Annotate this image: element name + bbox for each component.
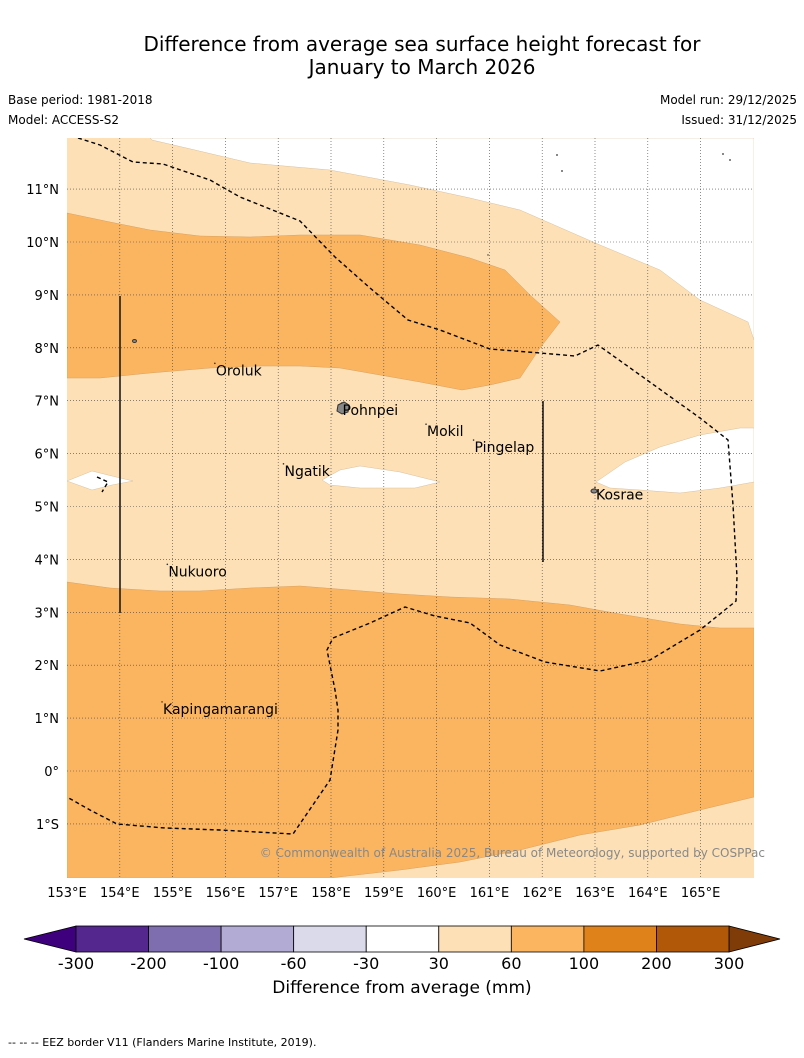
- place-label-kosrae: Kosrae: [596, 488, 643, 504]
- colorbar-extend-low: [23, 925, 77, 953]
- lat-tick-label: 8°N: [35, 342, 60, 357]
- place-marker: [472, 439, 475, 441]
- atoll-1: [556, 154, 558, 156]
- lat-tick-label: 4°N: [35, 553, 60, 568]
- neutral-region-northeast: [149, 138, 754, 341]
- place-label-mokil: Mokil: [427, 424, 464, 440]
- lon-tick-label: 163°E: [575, 886, 615, 901]
- islands: [132, 153, 731, 494]
- colorbar-segment: [583, 925, 657, 953]
- lon-tick-label: 162°E: [522, 886, 562, 901]
- kosrae-island: [590, 488, 598, 494]
- place-label-oroluk: Oroluk: [216, 363, 263, 379]
- issued-date: Issued: 31/12/2025: [681, 113, 797, 127]
- colorbar-segment: [656, 925, 730, 953]
- lon-tick-label: 154°E: [100, 886, 140, 901]
- map-title: Difference from average sea surface heig…: [0, 33, 804, 79]
- place-label-ngatik: Ngatik: [284, 464, 330, 480]
- neutral-patch-central: [321, 465, 441, 489]
- atoll-5: [487, 254, 489, 256]
- place-marker: [425, 423, 427, 425]
- atoll-3: [722, 153, 724, 155]
- model-name: Model: ACCESS-S2: [8, 113, 120, 127]
- lon-tick-label: 165°E: [681, 886, 721, 901]
- colorbar-segment: [75, 925, 149, 953]
- eez-border-lines: [67, 138, 738, 835]
- colorbar-tick-label: -30: [353, 954, 379, 973]
- place-labels: Oroluk Pohnpei Mokil Pingelap Ngatik Kosrae Nu…: [161, 362, 643, 718]
- lon-tick-label: 156°E: [206, 886, 246, 901]
- lat-tick-label: 9°N: [35, 289, 60, 304]
- place-marker: [282, 463, 285, 465]
- place-marker: [340, 402, 343, 404]
- title-line-2: January to March 2026: [308, 55, 536, 79]
- place-label-kapingamarangi: Kapingamarangi: [163, 702, 278, 718]
- base-period: Base period: 1981-2018: [8, 93, 153, 107]
- model-run: Model run: 29/12/2025: [659, 93, 797, 107]
- lat-tick-label: 11°N: [26, 183, 59, 198]
- lon-tick-label: 161°E: [470, 886, 510, 901]
- lat-tick-label: 3°N: [35, 606, 60, 621]
- lat-tick-label: 2°N: [35, 659, 60, 674]
- colorbar-segment: [293, 925, 367, 953]
- colorbar-tick-label: 60: [501, 954, 521, 973]
- atoll-2: [561, 170, 563, 172]
- lon-tick-label: 164°E: [628, 886, 668, 901]
- colorbar-tick-label: -100: [203, 954, 239, 973]
- pohnpei-island: [336, 401, 350, 415]
- lon-tick-label: 159°E: [364, 886, 404, 901]
- place-label-pohnpei: Pohnpei: [343, 403, 399, 419]
- lon-tick-label: 153°E: [47, 886, 87, 901]
- copyright-notice: © Commonwealth of Australia 2025, Bureau…: [260, 846, 765, 860]
- place-marker: [161, 701, 163, 703]
- island-west: [132, 339, 137, 343]
- lat-tick-label: 0°: [44, 765, 59, 780]
- atoll-4: [729, 159, 731, 161]
- place-marker: [214, 362, 216, 365]
- lon-tick-label: 158°E: [311, 886, 351, 901]
- neutral-patch-west: [67, 470, 134, 491]
- colorbar-segment: [148, 925, 222, 953]
- colorbar-tick-label: 200: [641, 954, 672, 973]
- lat-tick-label: 1°N: [35, 712, 60, 727]
- lat-tick-label: 6°N: [35, 448, 60, 463]
- lat-tick-label: 7°N: [35, 395, 60, 410]
- eez-border-north: [67, 138, 738, 835]
- colorbar-segment: [438, 925, 512, 953]
- lon-tick-label: 157°E: [258, 886, 298, 901]
- colorbar-segment: [365, 925, 440, 953]
- colorbar-tick-label: -60: [281, 954, 307, 973]
- colorbar-extend-high: [728, 925, 781, 953]
- longitude-labels: 153°E 154°E 155°E 156°E 157°E 158°E 159°E 160°E…: [47, 886, 720, 901]
- colorbar-segment: [510, 925, 585, 953]
- lat-tick-label: 1°S: [36, 818, 59, 833]
- atoll-6: [331, 413, 333, 415]
- colorbar-tick-label: 100: [569, 954, 600, 973]
- lower-orange-band: [67, 581, 754, 878]
- map-plot-area: [67, 138, 754, 878]
- gridlines: [67, 138, 754, 878]
- colorbar-tick-label: 300: [714, 954, 745, 973]
- place-marker: [594, 486, 596, 489]
- title-line-1: Difference from average sea surface heig…: [143, 32, 701, 56]
- lat-tick-label: 10°N: [26, 236, 59, 251]
- colorbar-tick-label: 30: [429, 954, 449, 973]
- colorbar-tick-label: -300: [58, 954, 94, 973]
- eez-footnote: -- -- -- EEZ border V11 (Flanders Marine…: [8, 1036, 317, 1049]
- latitude-labels: 11°N 10°N 9°N 8°N 7°N 6°N 5°N 4°N 3°N 2°N 1°N 0° 1°S: [26, 183, 59, 833]
- colorbar-tick-label: -200: [130, 954, 166, 973]
- lon-tick-label: 155°E: [153, 886, 193, 901]
- neutral-patch-east: [595, 427, 754, 494]
- place-marker: [166, 563, 169, 566]
- colorbar: -300 -200 -100 -60 -30 30 60 100 200 300: [23, 925, 781, 973]
- place-label-nukuoro: Nukuoro: [168, 564, 226, 580]
- colorbar-label: Difference from average (mm): [272, 978, 532, 998]
- colorbar-segment: [220, 925, 295, 953]
- lon-tick-label: 160°E: [417, 886, 457, 901]
- lat-tick-label: 5°N: [35, 501, 60, 516]
- place-label-pingelap: Pingelap: [475, 440, 535, 456]
